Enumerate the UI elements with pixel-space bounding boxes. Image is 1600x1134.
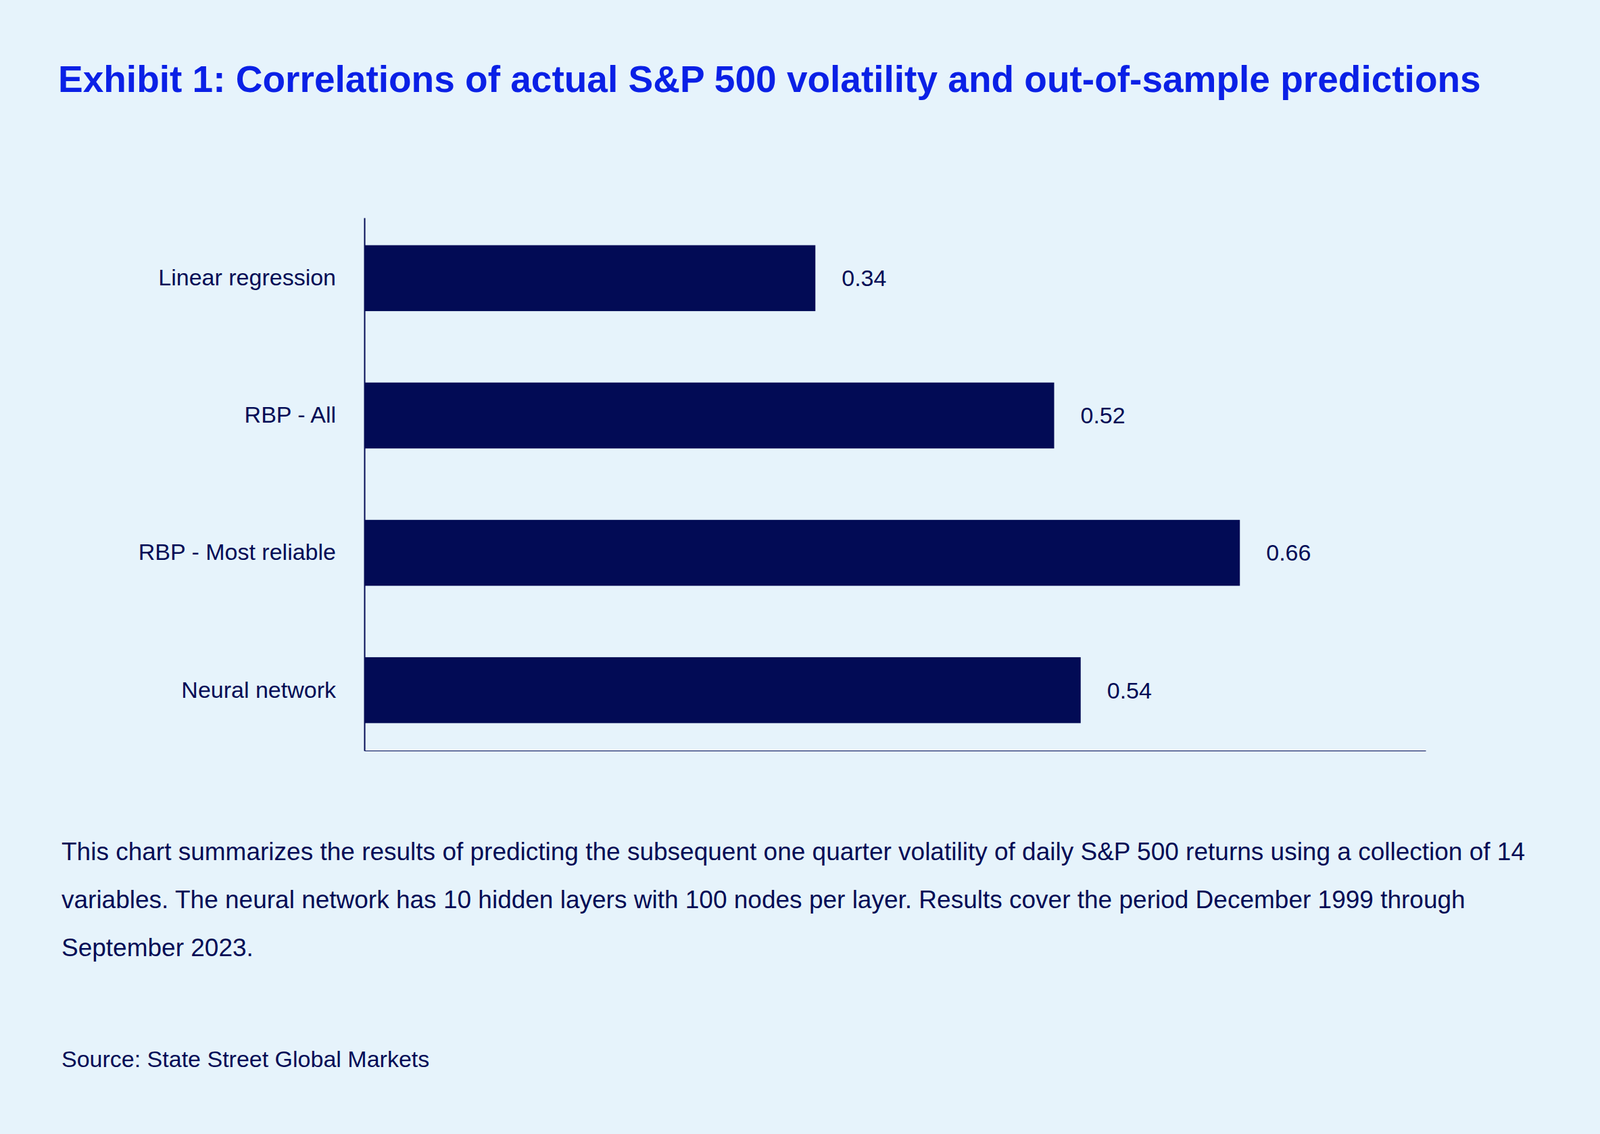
- text-line: This chart summarizes the results of pre…: [61, 837, 1525, 866]
- tick: RBP - Most reliable: [138, 538, 365, 565]
- text-line: variables. The neural network has 10 hid…: [61, 885, 1466, 914]
- bar: [364, 382, 1055, 449]
- axis-line: [365, 750, 1427, 751]
- tick-label: Neural network: [181, 676, 337, 703]
- tick-label: RBP - Most reliable: [138, 538, 336, 565]
- data-labels: 0.34 0.52 0.66 0.54: [841, 264, 1311, 703]
- bar: [364, 657, 1081, 723]
- caption: This chart summarizes the results of pre…: [61, 837, 1525, 962]
- title: Exhibit 1: Correlations of actual S&P 50…: [58, 58, 1482, 101]
- data-label: 0.52: [1080, 402, 1126, 428]
- data-label: 0.54: [1107, 677, 1152, 703]
- data-label: 0.66: [1266, 539, 1311, 566]
- tick: Linear regression: [158, 264, 365, 290]
- tick: Neural network: [181, 676, 365, 703]
- axis-line: [364, 218, 366, 751]
- data-label: 0.34: [841, 264, 887, 291]
- tick-label: Linear regression: [158, 264, 336, 290]
- chart: Exhibit 1: Correlations of actual S&P 50…: [0, 0, 1600, 1134]
- background: [0, 0, 1600, 1134]
- bar: [364, 519, 1240, 586]
- tick-label: RBP - All: [244, 401, 336, 428]
- bars: [364, 245, 1240, 724]
- x-axis: [365, 750, 1427, 751]
- tick: RBP - All: [244, 401, 365, 428]
- y-axis: Linear regression RBP - All RBP - Most rel…: [138, 218, 366, 751]
- source: Source: State Street Global Markets: [61, 1045, 430, 1072]
- text-line: Exhibit 1: Correlations of actual S&P 50…: [58, 58, 1482, 101]
- bar: [364, 245, 816, 311]
- text-line: September 2023.: [61, 933, 254, 962]
